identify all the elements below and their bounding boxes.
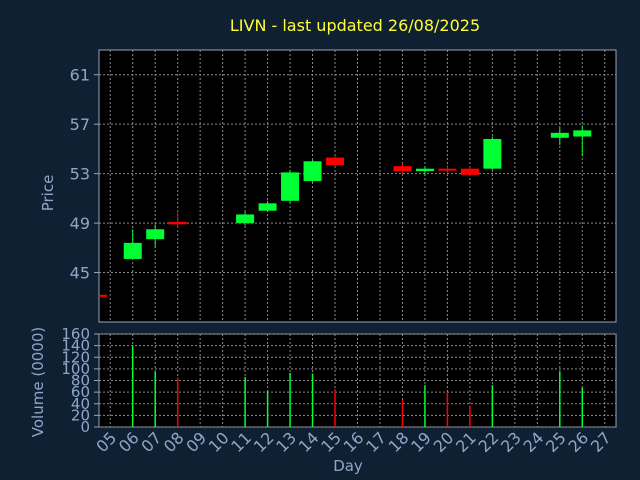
volume-tick-label: 60: [71, 383, 90, 401]
x-axis-label: Day: [333, 457, 363, 475]
candle-body: [460, 168, 479, 175]
price-tick-label: 61: [70, 66, 90, 85]
volume-tick-label: 140: [61, 337, 90, 355]
candle-body: [438, 168, 457, 171]
candle-body: [415, 168, 434, 172]
price-axis-label: Price: [39, 175, 57, 212]
candle-body: [483, 139, 502, 169]
candle-body: [146, 229, 165, 240]
volume-tick-label: 20: [71, 406, 90, 424]
volume-tick-label: 120: [61, 348, 90, 366]
candle-body: [258, 203, 277, 211]
price-tick-label: 57: [70, 115, 90, 134]
volume-axis-label: Volume (0000): [29, 327, 47, 437]
candle-body: [550, 132, 569, 138]
volume-tick-label: 40: [71, 395, 90, 413]
candle-body: [393, 166, 412, 172]
price-panel: 45 49 53 57 61: [70, 49, 617, 323]
volume-panel: 0204060801001201401600506070809101112131…: [61, 325, 617, 456]
candle-body: [236, 214, 255, 224]
volume-tick-label: 160: [61, 325, 90, 343]
candle-body: [573, 130, 592, 137]
candle-body: [326, 157, 345, 165]
price-tick-label: 49: [70, 214, 90, 233]
price-tick-label: 53: [70, 165, 90, 184]
volume-tick-label: 0: [80, 418, 90, 436]
candle-body: [99, 294, 107, 297]
price-tick-label: 45: [70, 264, 90, 283]
candle-body: [281, 172, 300, 201]
candle-body: [123, 242, 142, 259]
candle-body: [168, 221, 187, 225]
volume-tick-label: 100: [61, 360, 90, 378]
volume-tick-label: 80: [71, 372, 90, 390]
chart-title: LIVN - last updated 26/08/2025: [230, 16, 480, 35]
candle-body: [303, 161, 322, 182]
day-tick-label: 27: [587, 428, 615, 456]
